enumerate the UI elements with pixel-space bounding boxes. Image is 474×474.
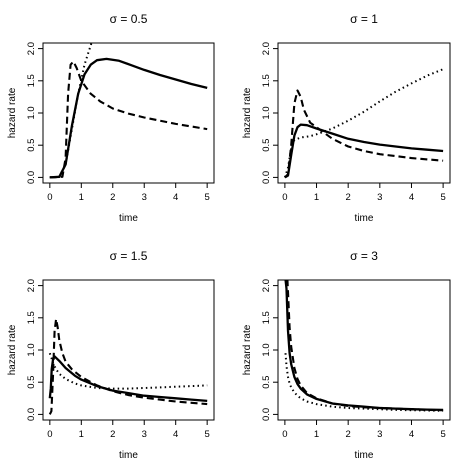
x-tick-label: 1: [79, 192, 84, 203]
y-tick-label: 0.0: [26, 171, 37, 184]
x-tick-label: 2: [110, 429, 115, 440]
y-axis-label: hazard rate: [242, 324, 253, 375]
dashed-curve: [286, 280, 444, 412]
y-axis-label: hazard rate: [7, 87, 18, 138]
x-tick-label: 3: [142, 192, 147, 203]
y-tick-label: 1.5: [26, 311, 37, 324]
y-tick-label: 2.0: [261, 42, 272, 55]
dashed-curve: [49, 60, 208, 179]
y-axis-label: hazard rate: [7, 324, 18, 375]
solid-curve: [284, 123, 444, 179]
y-tick-label: 2.0: [26, 42, 37, 55]
dotted-curve: [283, 68, 444, 178]
y-tick-label: 1.0: [26, 106, 37, 119]
y-tick-label: 1.5: [261, 74, 272, 87]
y-tick-label: 0.5: [261, 139, 272, 152]
x-tick-label: 5: [205, 192, 210, 203]
y-tick-label: 1.0: [261, 343, 272, 356]
x-tick-label: 3: [377, 192, 382, 203]
solid-curve: [284, 280, 444, 412]
y-tick-label: 0.5: [261, 376, 272, 389]
dashed-curve: [284, 89, 444, 179]
plot-frame: [277, 42, 451, 184]
x-tick-label: 2: [346, 192, 351, 203]
x-tick-label: 5: [440, 192, 445, 203]
panel-3: σ = 1.5 0 1 2 3 4 5 0.0 0.5 1.0 1.5 2.0 time hazard r…: [7, 249, 215, 461]
x-tick-label: 4: [409, 429, 414, 440]
dotted-curve: [48, 352, 208, 390]
panel-1: σ = 0.5 0 1 2 3 4 5 0.0 0.5 1.0 1.5 2.0 time hazard r…: [7, 12, 215, 224]
x-tick-label: 2: [110, 192, 115, 203]
y-tick-label: 1.5: [261, 311, 272, 324]
x-tick-label: 4: [409, 192, 414, 203]
y-tick-label: 1.0: [26, 343, 37, 356]
x-tick-label: 5: [440, 429, 445, 440]
x-axis-label: time: [355, 450, 374, 461]
x-tick-label: 1: [314, 192, 319, 203]
x-tick-label: 1: [79, 429, 84, 440]
x-tick-label: 3: [377, 429, 382, 440]
panel-4: σ = 3 0 1 2 3 4 5 0.0 0.5 1.0 1.5 2.0 time hazard rat…: [242, 249, 451, 461]
y-tick-label: 0.0: [261, 171, 272, 184]
x-tick-label: 3: [142, 429, 147, 440]
x-tick-label: 0: [282, 429, 287, 440]
x-tick-label: 0: [282, 192, 287, 203]
y-tick-label: 0.0: [261, 408, 272, 421]
dashed-curve: [48, 318, 208, 415]
x-tick-label: 0: [47, 429, 52, 440]
y-axis-label: hazard rate: [242, 87, 253, 138]
y-tick-label: 2.0: [261, 279, 272, 292]
x-tick-label: 2: [346, 429, 351, 440]
y-tick-label: 2.0: [26, 279, 37, 292]
panel-title: σ = 0.5: [110, 12, 148, 26]
panel-2: σ = 1 0 1 2 3 4 5 0.0 0.5 1.0 1.5 2.0 time hazard rat…: [242, 12, 451, 224]
y-tick-label: 0.0: [26, 408, 37, 421]
dotted-curve: [284, 353, 444, 412]
x-axis-label: time: [119, 450, 138, 461]
panel-title: σ = 3: [350, 249, 378, 263]
y-tick-label: 0.5: [26, 376, 37, 389]
x-axis-label: time: [355, 213, 374, 224]
x-tick-label: 5: [205, 429, 210, 440]
panel-title: σ = 1.5: [110, 249, 148, 263]
x-axis-label: time: [119, 213, 138, 224]
x-tick-label: 4: [173, 192, 178, 203]
y-tick-label: 1.5: [26, 74, 37, 87]
x-tick-label: 0: [47, 192, 52, 203]
solid-curve: [49, 57, 208, 179]
x-tick-label: 1: [314, 429, 319, 440]
dotted-curve: [49, 43, 93, 179]
y-tick-label: 1.0: [261, 106, 272, 119]
x-tick-label: 4: [173, 429, 178, 440]
panel-title: σ = 1: [350, 12, 378, 26]
y-tick-label: 0.5: [26, 139, 37, 152]
